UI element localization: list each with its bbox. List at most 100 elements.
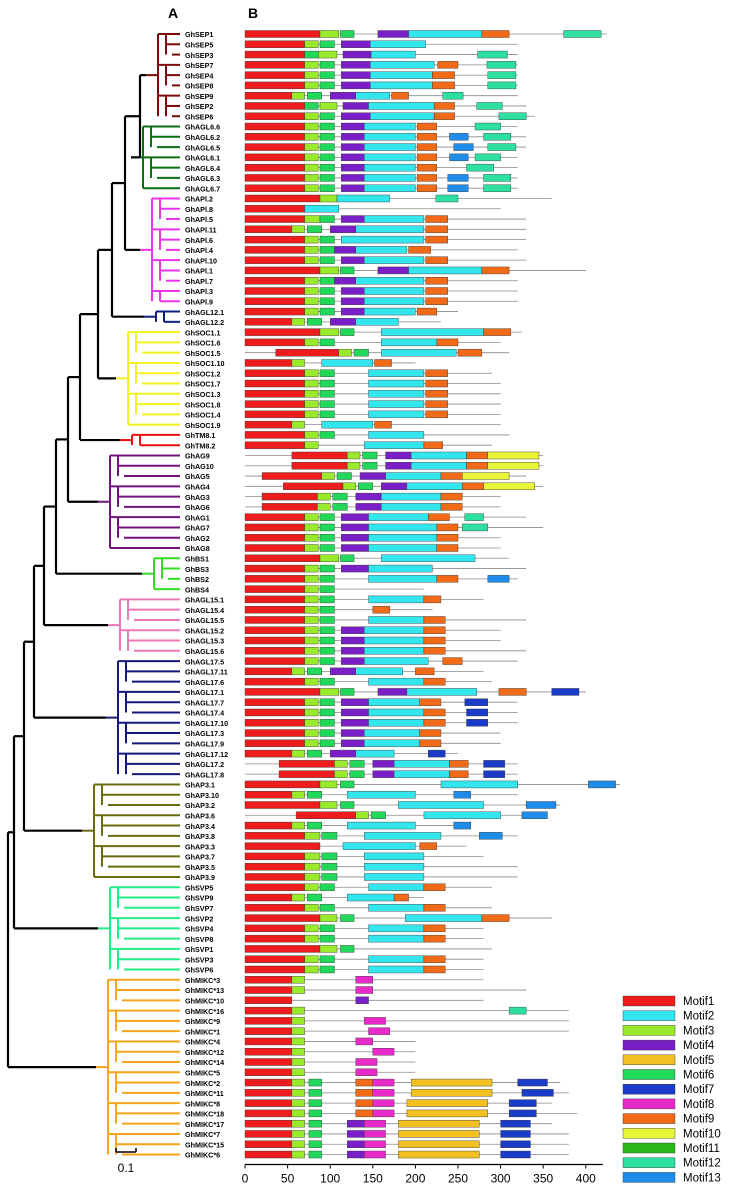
- gene-label: GhAGL17.7: [185, 698, 224, 707]
- motif-box-6: [319, 133, 335, 141]
- motif-box-1: [244, 842, 321, 850]
- motif-box-3: [304, 862, 321, 871]
- motif-box-1: [244, 420, 293, 429]
- motif-box-2: [364, 739, 420, 748]
- motif-box-4: [341, 133, 365, 141]
- gene-label: GhTM8.1: [185, 431, 215, 440]
- gene-label: GhAGL6.6: [185, 123, 220, 132]
- motif-box-9: [423, 934, 446, 943]
- motif-box-1: [244, 143, 305, 151]
- motif-box-8: [372, 1089, 395, 1097]
- gene-label: GhAPl.7: [185, 277, 213, 286]
- motif-box-12: [462, 523, 489, 532]
- motif-box-4: [341, 143, 365, 151]
- motif-box-3: [304, 523, 319, 532]
- motif-box-4: [341, 112, 371, 120]
- gene-label: GhMIKC*7: [185, 1130, 220, 1139]
- gene-label: GhAPl.1: [185, 267, 213, 276]
- motif-box-2: [364, 647, 425, 655]
- motif-box-3: [304, 379, 319, 388]
- gene-row: [244, 1140, 569, 1148]
- gene-label: GhSVP5: [185, 883, 213, 892]
- motif-box-3: [317, 503, 331, 511]
- gene-row: [244, 924, 484, 933]
- motif-box-9: [433, 112, 455, 120]
- legend-label: Motif9: [683, 1114, 714, 1126]
- gene-row: [244, 749, 458, 758]
- motif-box-12: [486, 61, 517, 69]
- x-axis-tick-label: 400: [576, 1172, 596, 1186]
- gene-row: [244, 174, 518, 182]
- motif-box-6: [319, 71, 335, 79]
- motif-box-1: [244, 719, 305, 727]
- motif-box-3: [304, 71, 319, 79]
- motif-box-9: [436, 544, 459, 552]
- motif-box-10: [462, 472, 510, 480]
- motif-box-6: [319, 585, 335, 593]
- gene-row: [244, 544, 501, 552]
- motif-box-10: [483, 482, 535, 491]
- motif-box-1: [244, 976, 293, 984]
- motif-box-3: [291, 1130, 305, 1138]
- motif-box-6: [336, 472, 352, 480]
- gene-label: GhSOC1.2: [185, 369, 221, 378]
- legend-label: Motif4: [683, 1040, 715, 1052]
- gene-row: [244, 523, 544, 532]
- motif-box-6: [340, 266, 355, 275]
- gene-label: GhAPl.3: [185, 287, 213, 296]
- motif-box-2: [355, 277, 425, 285]
- x-axis: 0 50 100 150 200 250 300 350 400: [242, 1163, 603, 1186]
- gene-label: GhBS1: [185, 554, 209, 563]
- motif-box-12: [508, 1006, 527, 1015]
- motif-box-9: [437, 61, 459, 69]
- gene-label: GhSVP6: [185, 966, 213, 975]
- gene-row: [244, 61, 518, 69]
- motif-box-1: [244, 852, 305, 861]
- motif-box-6: [362, 462, 378, 470]
- motif-box-3: [304, 400, 319, 408]
- motif-box-6: [319, 297, 335, 305]
- motif-box-2: [364, 143, 416, 151]
- motif-box-3: [304, 122, 319, 131]
- gene-label: GhMIKC*1: [185, 1027, 220, 1036]
- motif-box-3: [304, 832, 321, 840]
- motif-box-6: [306, 667, 322, 676]
- gene-row: [244, 1058, 416, 1066]
- gene-row: [244, 441, 493, 449]
- gene-label: GhSOC1.3: [185, 390, 221, 399]
- motif-box-3: [291, 420, 305, 429]
- gene-label: GhAGL17.8: [185, 770, 224, 779]
- motif-box-2: [364, 215, 425, 223]
- gene-label: GhAGL6.4: [185, 164, 220, 173]
- motif-box-6: [321, 832, 338, 840]
- motif-box-3: [291, 1140, 305, 1148]
- motif-box-2: [393, 760, 450, 768]
- legend-swatch: [622, 1025, 676, 1036]
- gene-row: [244, 934, 484, 943]
- x-axis-tick-label: 300: [491, 1172, 511, 1186]
- motif-box-2: [364, 657, 429, 665]
- motif-box-3: [304, 657, 319, 665]
- gene-row: [244, 91, 518, 100]
- motif-box-6: [319, 390, 335, 398]
- motif-box-2: [368, 523, 437, 532]
- motif-box-8: [355, 1037, 374, 1046]
- gene-label: GhMIKC*11: [185, 1089, 224, 1098]
- motif-box-4: [341, 307, 365, 316]
- motif-box-2: [368, 575, 437, 583]
- motif-box-1: [244, 225, 293, 234]
- motif-box-7: [500, 1130, 531, 1138]
- gene-label: GhSOC1.10: [185, 359, 225, 368]
- motif-box-2: [368, 616, 425, 624]
- motif-box-9: [481, 266, 510, 275]
- motif-box-4: [372, 770, 395, 778]
- motif-box-7: [500, 1150, 531, 1159]
- motif-box-3: [291, 1150, 305, 1159]
- motif-box-2: [368, 390, 425, 398]
- motif-box-5: [398, 1150, 480, 1159]
- motif-box-2: [423, 811, 501, 819]
- motif-box-5: [398, 1119, 480, 1128]
- motif-box-3: [291, 1119, 305, 1128]
- gene-label: GhAGL17.10: [185, 719, 228, 728]
- motif-box-6: [308, 1078, 322, 1087]
